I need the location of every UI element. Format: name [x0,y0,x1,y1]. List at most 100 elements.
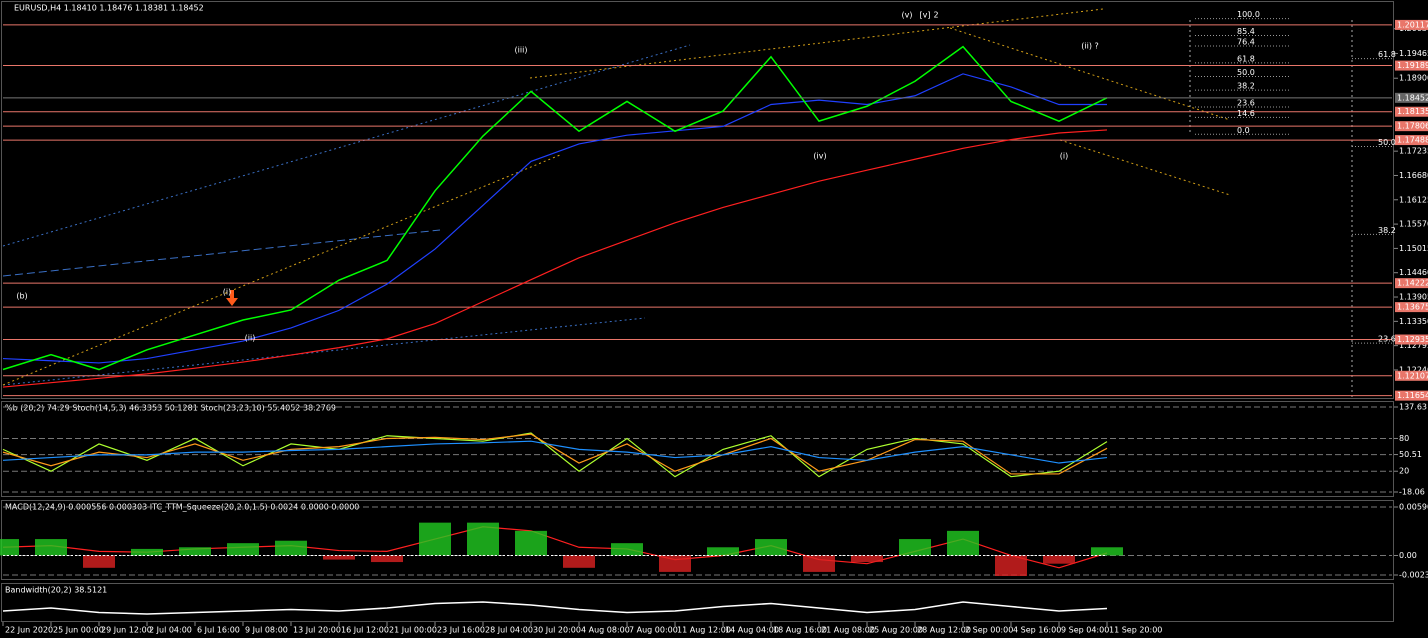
x-tick-label: 7 Aug 00:00 [629,626,678,635]
histogram-bar [0,539,19,556]
level-label: 1.18135 [1397,107,1428,116]
x-tick-label: 28 Jul 04:00 [485,626,533,635]
level-label: 1.11654 [1397,391,1428,400]
trendline [2,229,441,277]
histogram-bar [371,555,403,563]
y-tick-label: 137.63 [1399,403,1427,412]
histogram-bar [995,555,1027,577]
fib-label: 23.6 [1237,98,1255,107]
wave-label: (ii) ? [1081,42,1098,51]
histogram-bar [179,547,211,556]
level-label: 1.12935 [1397,335,1428,344]
fib-label: 76.4 [1237,37,1255,46]
x-tick-label: 2 Sep 00:00 [965,626,1013,635]
fib-label: 23.6 [1378,335,1396,344]
x-tick-label: 21 Jul 00:00 [389,626,437,635]
histogram-bar [707,547,739,556]
bandwidth-frame [1,583,1394,622]
y-tick-label: 1.18900 [1399,74,1428,83]
level-box [1395,106,1428,117]
histogram-bar [659,555,691,572]
level-box [1395,370,1428,381]
main-frame [1,1,1394,399]
x-tick-label: 16 Jul 12:00 [341,626,389,635]
level-label: 1.13675 [1397,303,1428,312]
level-label: 1.20117 [1397,20,1428,29]
stoch-frame [1,401,1394,497]
trendline [529,8,1104,79]
histogram-bar [419,522,451,556]
wave-label: (iv) [813,152,826,161]
y-tick-label: 80 [1399,434,1409,443]
indicator-line [2,73,1107,364]
x-tick-label: 4 Aug 08:00 [581,626,630,635]
y-tick-label: -18.06 [1399,488,1425,497]
x-tick-label: 21 Aug 08:00 [821,626,875,635]
bid-label: 1.18452 [1397,93,1428,102]
x-tick-label: 9 Jul 08:00 [245,626,288,635]
histogram-bar [275,540,307,556]
wave-label: (v) [902,11,913,20]
level-box [1395,278,1428,289]
y-tick-label: 1.15570 [1399,220,1428,229]
indicator-line [2,440,1108,464]
y-tick-label: 1.19465 [1399,49,1428,58]
y-tick-label: 1.13905 [1399,293,1428,302]
fib-label: 85.4 [1237,27,1255,36]
y-tick-label: 50.51 [1399,450,1422,459]
level-label: 1.17806 [1397,122,1428,131]
fib-label: 38.2 [1378,226,1396,235]
level-box [1395,302,1428,313]
x-tick-label: 25 Aug 20:00 [869,626,923,635]
price-line [2,45,1108,371]
histogram-bar [323,555,355,560]
y-tick-label: 0.00 [1399,551,1417,560]
histogram-bar [515,530,547,556]
x-tick-label: 9 Sep 04:00 [1061,626,1109,635]
level-box [1395,135,1428,146]
wave-label: (iii) [515,46,528,55]
fib-label: 61.8 [1237,54,1255,63]
fib-label: 61.8 [1378,50,1396,59]
histogram-bar [899,539,931,556]
level-box [1395,19,1428,30]
level-label: 1.14222 [1397,279,1428,288]
wave-label: [v] [920,11,931,20]
x-tick-label: 18 Aug 16:00 [773,626,827,635]
wave-label: (ii) [245,334,256,343]
arrow-down [226,290,238,306]
trendline [2,154,561,386]
y-tick-label: 1.14460 [1399,268,1428,277]
level-box [1395,60,1428,71]
x-tick-label: 4 Sep 16:00 [1013,626,1061,635]
wave-label: (i) [1060,152,1068,161]
y-tick-label: 1.16125 [1399,195,1428,204]
level-label: 1.17488 [1397,136,1428,145]
histogram-bar [851,555,883,563]
level-box [1395,121,1428,132]
indicator-line [2,129,1108,388]
x-tick-label: 25 Jun 00:00 [53,626,104,635]
histogram-bar [563,555,595,568]
symbol-header: EURUSD,H4 1.18410 1.18476 1.18381 1.1845… [14,4,204,13]
level-box [1395,390,1428,401]
stoch-header: %b (20,2) 74.29 Stoch(14,5,3) 46.3353 50… [5,404,336,413]
y-tick-label: 1.15015 [1399,244,1428,253]
trendline [949,27,1231,121]
x-tick-label: 6 Jul 16:00 [197,626,240,635]
level-box [1395,334,1428,345]
y-tick-label: 1.12795 [1399,341,1428,350]
x-tick-label: 30 Jul 20:00 [533,626,581,635]
histogram-bar [35,539,67,556]
fib-label: 100.0 [1237,10,1260,19]
indicator-line [2,433,1108,475]
fib-label: 14.6 [1237,109,1255,118]
level-label: 1.19189 [1397,61,1428,70]
y-tick-label: -0.002377 [1399,571,1428,580]
x-tick-label: 11 Sep 20:00 [1109,626,1162,635]
histogram-bar [1043,555,1075,564]
wave-label: 2 [933,11,938,20]
level-label: 1.12107 [1397,371,1428,380]
